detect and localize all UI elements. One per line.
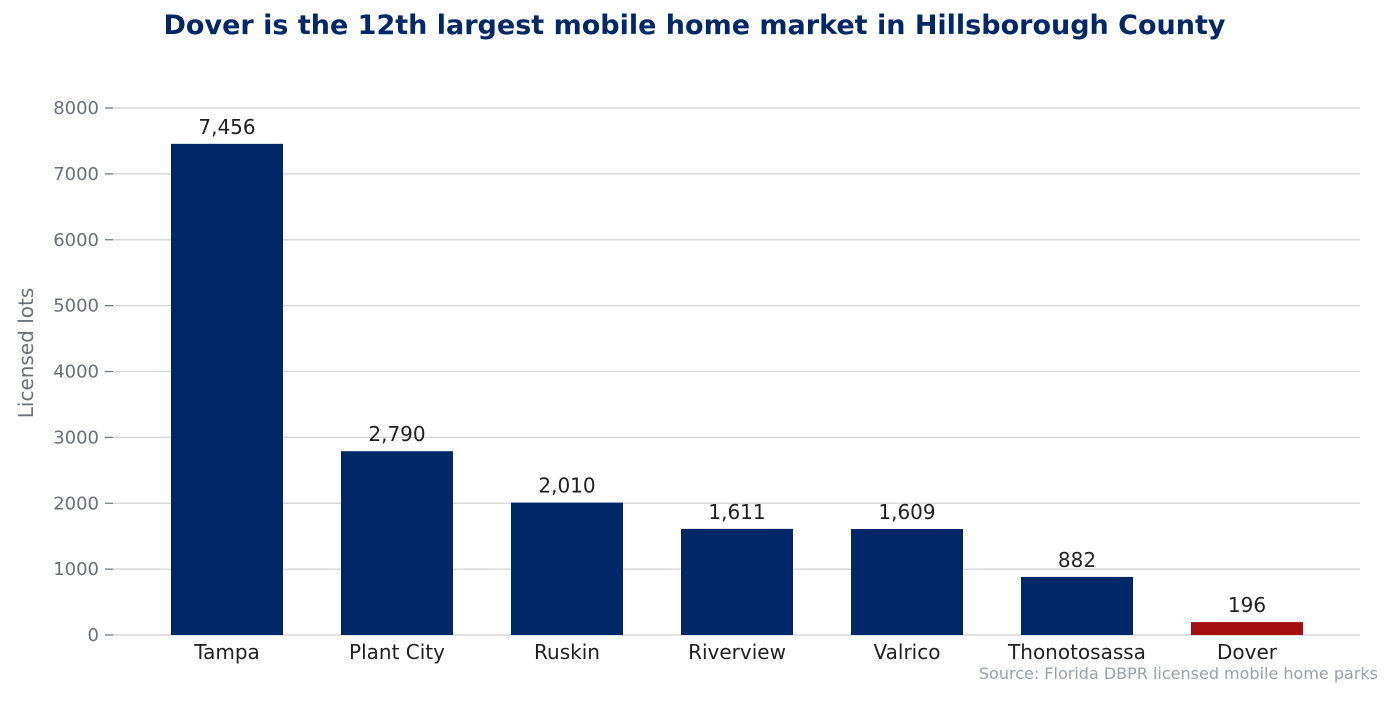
data-label: 1,609 bbox=[878, 500, 935, 524]
bar bbox=[681, 528, 793, 635]
y-tick-label: 7000 bbox=[53, 164, 99, 185]
y-tick-label: 6000 bbox=[53, 230, 99, 251]
x-tick-label: Valrico bbox=[874, 640, 941, 664]
data-label: 7,456 bbox=[198, 115, 255, 139]
bar bbox=[1191, 622, 1303, 635]
bar bbox=[511, 502, 623, 635]
y-tick-label: 1000 bbox=[53, 559, 99, 580]
x-tick-label: Plant City bbox=[349, 640, 445, 664]
bar bbox=[1021, 576, 1133, 635]
x-tick-label: Ruskin bbox=[534, 640, 600, 664]
data-label: 196 bbox=[1228, 593, 1266, 617]
y-tick-label: 5000 bbox=[53, 296, 99, 317]
data-label: 1,611 bbox=[708, 500, 765, 524]
bars bbox=[171, 143, 1303, 635]
y-axis-label: Licensed lots bbox=[14, 288, 38, 419]
bar bbox=[341, 451, 453, 635]
bar bbox=[171, 143, 283, 635]
chart-title: Dover is the 12th largest mobile home ma… bbox=[163, 10, 1226, 41]
y-axis-ticks: 0 1000 2000 3000 4000 5000 6000 7000 8000 bbox=[53, 98, 113, 646]
x-tick-label: Dover bbox=[1217, 640, 1278, 664]
source-note: Source: Florida DBPR licensed mobile hom… bbox=[978, 664, 1378, 683]
bar bbox=[851, 529, 963, 635]
data-label: 882 bbox=[1058, 548, 1096, 572]
y-tick-label: 4000 bbox=[53, 362, 99, 383]
x-tick-label: Riverview bbox=[688, 640, 786, 664]
y-tick-label: 0 bbox=[88, 625, 99, 646]
data-label: 2,790 bbox=[368, 422, 425, 446]
data-label: 2,010 bbox=[538, 474, 595, 498]
x-tick-label: Thonotosassa bbox=[1007, 640, 1146, 664]
data-labels: 7,456 2,790 2,010 1,611 1,609 882 196 bbox=[198, 115, 1266, 617]
y-tick-label: 8000 bbox=[53, 98, 99, 119]
y-tick-label: 3000 bbox=[53, 427, 99, 448]
y-tick-label: 2000 bbox=[53, 493, 99, 514]
x-axis-ticks: Tampa Plant City Ruskin Riverview Valrico Tho… bbox=[193, 640, 1278, 664]
x-tick-label: Tampa bbox=[193, 640, 260, 664]
